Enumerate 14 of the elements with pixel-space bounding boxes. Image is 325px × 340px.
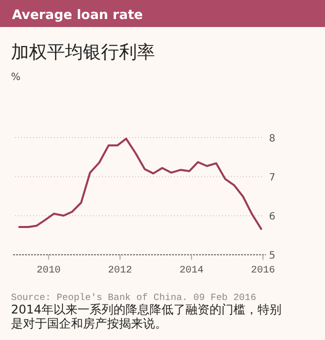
y-tick-label: 8 bbox=[269, 134, 276, 144]
x-tick-label: 2012 bbox=[108, 266, 132, 277]
line-series bbox=[18, 138, 262, 230]
chart-subtitle: 加权平均银行利率 bbox=[11, 42, 155, 63]
x-tick-label: 2016 bbox=[250, 266, 276, 277]
x-tick-label: 2010 bbox=[36, 266, 61, 277]
y-tick-label: 7 bbox=[269, 172, 276, 184]
x-tick-label: 2014 bbox=[180, 266, 204, 277]
text: % bbox=[11, 72, 21, 83]
chart-title: Average loan rate bbox=[12, 8, 144, 23]
text: 2014年以来一系列的降息降低了融资的门槛，特别是对于国企和房产按揭来说。 bbox=[11, 302, 282, 330]
source-note: Source: People's Bank of China. 09 Feb 2016 bbox=[11, 292, 256, 303]
y-tick-label: 5 bbox=[269, 250, 276, 262]
y-tick-label: 6 bbox=[269, 212, 276, 223]
